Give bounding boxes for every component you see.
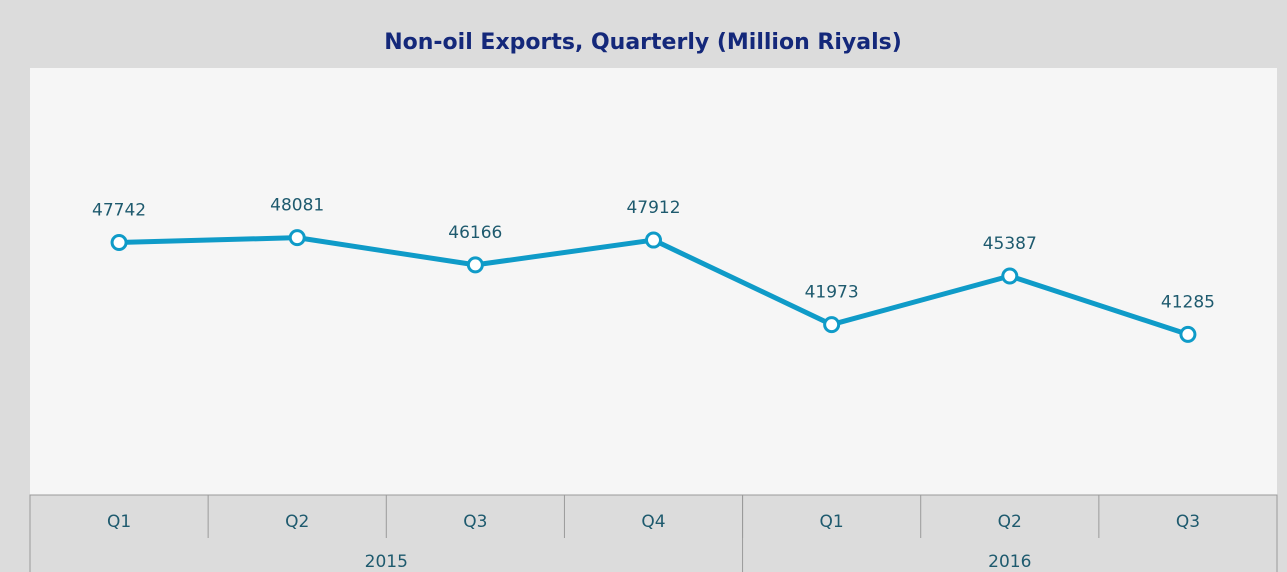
x-tick-label: Q1 (820, 512, 844, 532)
point (1179, 325, 1197, 343)
category-axis (29, 494, 1278, 572)
data-label: 47742 (92, 200, 146, 220)
x-tick-label: Q4 (641, 512, 665, 532)
x-tick-label: Q2 (285, 512, 309, 532)
data-label: 47912 (626, 198, 680, 218)
point (645, 231, 662, 249)
data-label: 46166 (448, 223, 502, 243)
point (1001, 267, 1019, 285)
point (110, 233, 128, 251)
data-label: 41285 (1161, 292, 1215, 312)
x-tick-label: Q3 (463, 512, 487, 532)
chart-title: Non-oil Exports, Quarterly (Million Riya… (384, 30, 902, 55)
point (823, 316, 841, 334)
data-label: 48081 (270, 196, 324, 216)
x-tick-label: Q1 (107, 512, 131, 532)
data-label: 41973 (805, 283, 859, 303)
group-label: 2016 (988, 552, 1031, 572)
point (288, 229, 306, 247)
x-tick-label: Q3 (1176, 512, 1200, 532)
data-label: 45387 (983, 234, 1037, 254)
x-tick-label: Q2 (998, 512, 1022, 532)
group-label: 2015 (365, 552, 408, 572)
point (466, 256, 484, 274)
plot-area (30, 68, 1277, 495)
